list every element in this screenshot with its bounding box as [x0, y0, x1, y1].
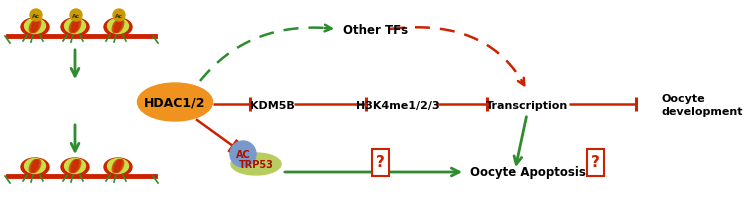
Ellipse shape: [29, 160, 38, 173]
Ellipse shape: [32, 160, 40, 173]
Ellipse shape: [61, 19, 89, 37]
Text: Ac: Ac: [72, 14, 80, 18]
Text: ?: ?: [590, 155, 599, 170]
Circle shape: [230, 141, 256, 167]
Ellipse shape: [61, 158, 89, 176]
Text: KDM5B: KDM5B: [250, 101, 294, 110]
Ellipse shape: [70, 160, 80, 173]
Ellipse shape: [21, 19, 49, 37]
Text: Ac: Ac: [115, 14, 123, 18]
Ellipse shape: [70, 20, 80, 33]
Text: Oocyte: Oocyte: [661, 94, 705, 103]
Ellipse shape: [231, 153, 281, 175]
Ellipse shape: [29, 20, 38, 33]
Ellipse shape: [69, 20, 78, 33]
Ellipse shape: [25, 159, 46, 174]
Ellipse shape: [72, 160, 81, 173]
Ellipse shape: [116, 20, 124, 33]
Circle shape: [113, 10, 125, 22]
Ellipse shape: [107, 19, 128, 34]
Circle shape: [30, 10, 42, 22]
Text: AC: AC: [236, 149, 250, 159]
Ellipse shape: [104, 19, 132, 37]
Ellipse shape: [31, 160, 39, 173]
Text: Oocyte Apoptosis: Oocyte Apoptosis: [470, 166, 586, 179]
Ellipse shape: [64, 19, 86, 34]
Text: H3K4me1/2/3: H3K4me1/2/3: [356, 101, 440, 110]
Ellipse shape: [31, 20, 39, 33]
Ellipse shape: [112, 20, 121, 33]
FancyBboxPatch shape: [586, 149, 604, 176]
Text: HDAC1/2: HDAC1/2: [144, 96, 206, 109]
Ellipse shape: [107, 159, 128, 174]
Text: development: development: [661, 106, 742, 116]
Ellipse shape: [25, 19, 46, 34]
FancyBboxPatch shape: [371, 149, 388, 176]
Text: Transcription: Transcription: [486, 101, 568, 110]
Ellipse shape: [114, 20, 122, 33]
Ellipse shape: [72, 20, 81, 33]
Text: Other TFs: Other TFs: [343, 23, 408, 36]
Text: Ac: Ac: [32, 14, 40, 18]
Ellipse shape: [112, 160, 121, 173]
Ellipse shape: [104, 158, 132, 176]
Ellipse shape: [32, 20, 40, 33]
Ellipse shape: [137, 84, 212, 121]
Ellipse shape: [21, 158, 49, 176]
Circle shape: [70, 10, 82, 22]
Text: TRP53: TRP53: [238, 159, 274, 169]
Text: ?: ?: [376, 155, 385, 170]
Ellipse shape: [116, 160, 124, 173]
Ellipse shape: [114, 160, 122, 173]
Ellipse shape: [64, 159, 86, 174]
Ellipse shape: [69, 160, 78, 173]
